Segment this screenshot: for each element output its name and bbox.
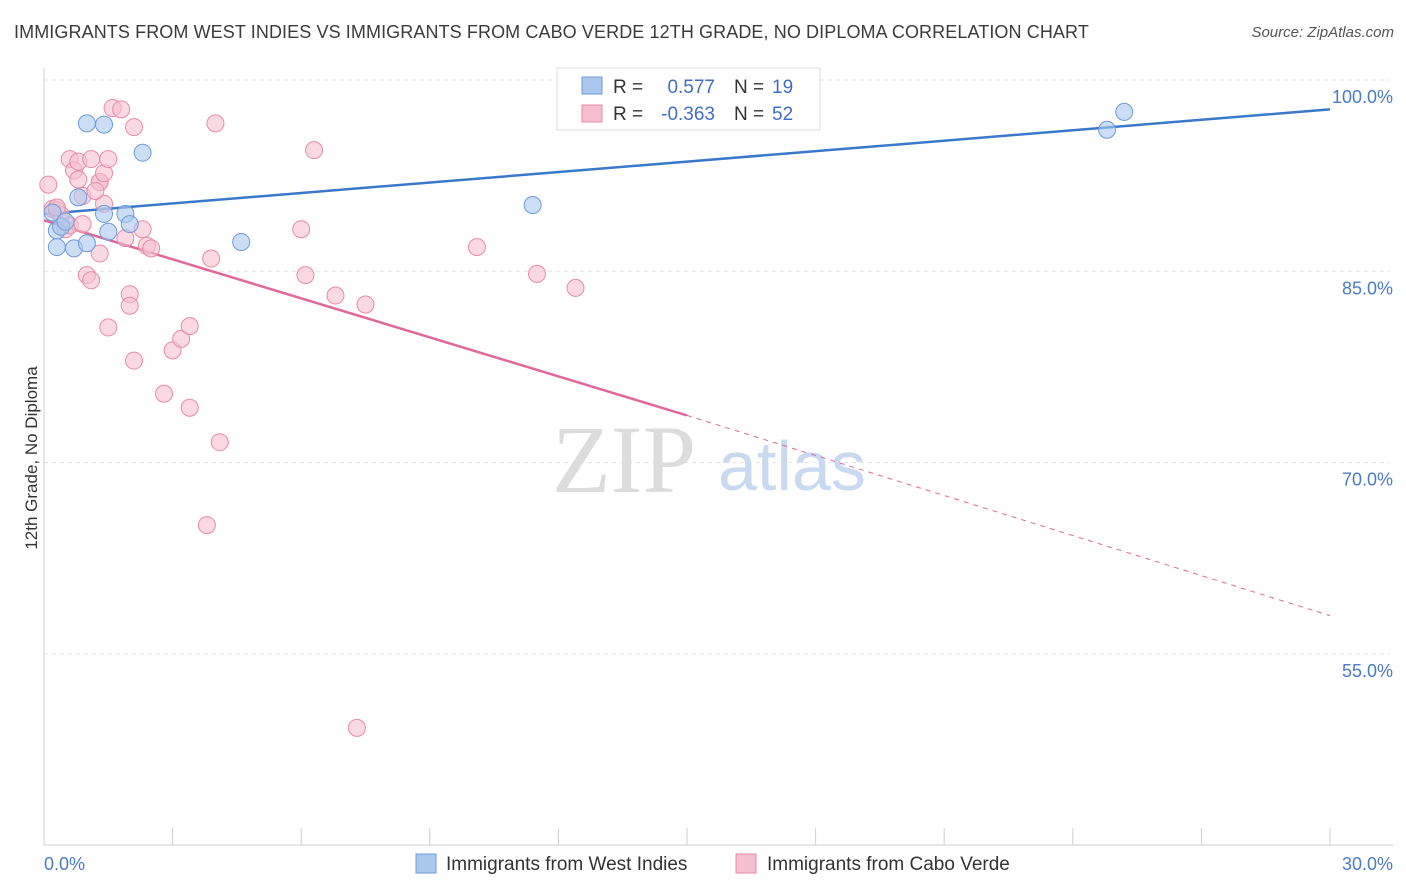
west-indies-point	[77, 114, 96, 133]
cabo-verde-point	[292, 220, 311, 239]
cabo-verde-point	[73, 215, 92, 234]
west-indies-point	[69, 188, 88, 207]
west-indies-point	[1115, 102, 1134, 121]
watermark-atlas: atlas	[718, 427, 866, 505]
stats-cabo-verde-n-label: N =	[734, 104, 764, 125]
west-indies-points	[43, 102, 1134, 258]
cabo-verde-point	[172, 329, 191, 348]
west-indies-point	[1098, 120, 1117, 139]
legend-cabo-verde-swatch	[735, 853, 757, 874]
cabo-verde-point	[527, 264, 546, 283]
cabo-verde-point	[356, 295, 375, 314]
cabo-verde-point	[155, 384, 174, 403]
cabo-verde-point	[90, 244, 109, 263]
west-indies-trend-line	[43, 108, 1331, 216]
trend-lines	[43, 108, 1331, 617]
cabo-verde-point	[210, 433, 229, 452]
west-indies-point	[120, 215, 139, 234]
stats-cabo-verde-n: 52	[772, 104, 793, 125]
cabo-verde-point	[82, 150, 101, 169]
cabo-verde-point	[99, 150, 118, 169]
legend-west-indies-swatch	[415, 853, 437, 874]
west-indies-point	[56, 212, 75, 231]
cabo-verde-point	[39, 175, 58, 194]
stats-west-indies-swatch	[581, 76, 603, 95]
stats-box: R = 0.577 N = 19 R = -0.363 N = 52	[556, 67, 821, 131]
west-indies-point	[133, 143, 152, 162]
cabo-verde-point	[125, 351, 144, 370]
x-tick-label: 0.0%	[44, 854, 85, 874]
y-tick-label: 85.0%	[1342, 278, 1393, 298]
stats-cabo-verde-r: -0.363	[661, 104, 715, 125]
west-indies-point	[523, 195, 542, 214]
y-tick-label: 70.0%	[1342, 470, 1393, 490]
x-tick-label: 30.0%	[1342, 854, 1393, 874]
y-tick-label: 55.0%	[1342, 661, 1393, 681]
stats-west-indies-r: 0.577	[667, 77, 715, 98]
grid-lines	[44, 79, 1390, 655]
west-indies-point	[43, 203, 62, 222]
west-indies-point	[99, 222, 118, 241]
cabo-verde-point	[347, 718, 366, 737]
tick-labels: 100.0% 85.0% 70.0% 55.0% 0.0% 30.0%	[44, 87, 1393, 874]
cabo-verde-point	[69, 170, 88, 189]
stats-west-indies-r-label: R =	[613, 77, 643, 98]
legend: Immigrants from West Indies Immigrants f…	[415, 853, 1010, 875]
axes	[43, 68, 1393, 846]
cabo-verde-point	[99, 318, 118, 337]
cabo-verde-point	[142, 239, 161, 258]
y-axis-label: 12th Grade, No Diploma	[22, 366, 41, 550]
cabo-verde-point	[86, 181, 105, 200]
cabo-verde-point	[197, 516, 216, 535]
cabo-verde-point	[467, 238, 486, 257]
cabo-verde-point	[180, 398, 199, 417]
stats-west-indies-n: 19	[772, 77, 793, 98]
cabo-verde-point	[566, 278, 585, 297]
cabo-verde-point	[125, 118, 144, 137]
cabo-verde-point	[206, 114, 225, 133]
stats-cabo-verde-r-label: R =	[613, 104, 643, 125]
west-indies-point	[95, 115, 114, 134]
stats-cabo-verde-swatch	[581, 104, 603, 123]
cabo-verde-point	[296, 266, 315, 285]
cabo-verde-point	[82, 271, 101, 290]
stats-west-indies-n-label: N =	[734, 77, 764, 98]
legend-cabo-verde-label: Immigrants from Cabo Verde	[767, 854, 1010, 875]
west-indies-point	[77, 234, 96, 253]
cabo-verde-point	[120, 296, 139, 315]
page-title: IMMIGRANTS FROM WEST INDIES VS IMMIGRANT…	[14, 22, 1089, 42]
legend-west-indies-label: Immigrants from West Indies	[446, 854, 687, 875]
source-credit: Source: ZipAtlas.com	[1251, 24, 1394, 41]
west-indies-point	[232, 232, 251, 251]
y-tick-label: 100.0%	[1332, 87, 1393, 107]
watermark-zip: ZIP	[552, 406, 696, 513]
cabo-verde-point	[112, 100, 131, 119]
cabo-verde-trend-extension	[686, 414, 1331, 617]
cabo-verde-point	[326, 286, 345, 305]
cabo-verde-point	[202, 249, 221, 268]
cabo-verde-point	[305, 141, 324, 160]
west-indies-point	[47, 238, 66, 257]
cabo-verde-points	[39, 99, 585, 737]
cabo-verde-point	[180, 317, 199, 336]
west-indies-point	[95, 204, 114, 223]
